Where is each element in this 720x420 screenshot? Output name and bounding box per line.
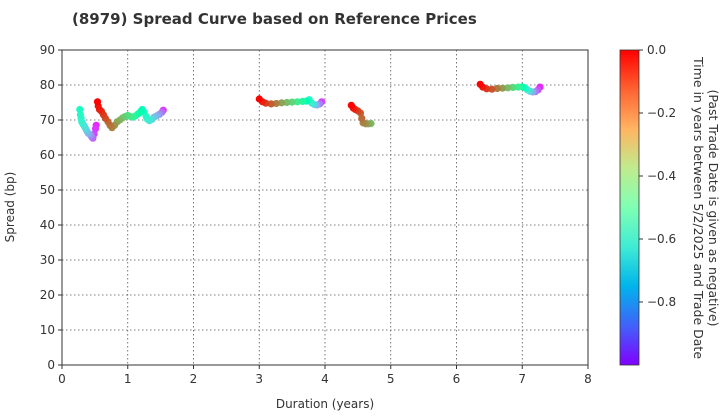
colorbar	[619, 49, 640, 366]
data-point	[347, 101, 355, 109]
colorbar-tick-label: −0.8	[647, 295, 676, 309]
colorbar-label-line2: (Past Trade Date is given as negative)	[706, 90, 720, 327]
colorbar-tick-label: 0.0	[647, 43, 666, 57]
x-tick-label: 6	[453, 372, 461, 386]
x-tick-label: 0	[58, 372, 66, 386]
y-tick-label: 60	[40, 148, 55, 162]
x-tick-label: 7	[518, 372, 526, 386]
colorbar-tick-label: −0.6	[647, 232, 676, 246]
y-tick-label: 40	[40, 218, 55, 232]
x-axis-label: Duration (years)	[276, 397, 374, 411]
scatter-points	[76, 80, 544, 142]
colorbar-ticks: 0.0 −0.2 −0.4 −0.6 −0.8	[639, 43, 676, 309]
x-tick-label: 2	[190, 372, 198, 386]
x-tick-label: 4	[321, 372, 329, 386]
data-point	[272, 99, 280, 108]
data-point	[76, 111, 84, 119]
x-tick-label: 8	[584, 372, 592, 386]
colorbar-tick-label: −0.4	[647, 169, 676, 183]
y-tick-label: 0	[47, 358, 55, 372]
data-point	[509, 83, 517, 91]
data-point	[76, 105, 84, 114]
y-tick-label: 50	[40, 183, 55, 197]
data-point	[283, 98, 291, 107]
data-point	[488, 85, 496, 93]
y-tick-label: 90	[40, 43, 55, 57]
y-tick-label: 30	[40, 253, 55, 267]
data-point	[476, 80, 484, 88]
data-point	[498, 84, 507, 92]
x-axis: 0 1 2 3 4 5 6 7 8	[58, 365, 592, 386]
data-point	[514, 83, 522, 91]
y-tick-label: 20	[40, 288, 55, 302]
data-point	[93, 98, 102, 106]
x-tick-label: 5	[387, 372, 395, 386]
data-point	[493, 84, 501, 93]
y-tick-label: 80	[40, 78, 55, 92]
data-point	[255, 95, 263, 103]
data-point	[504, 84, 512, 92]
data-point	[267, 100, 275, 108]
chart-title: (8979) Spread Curve based on Reference P…	[72, 10, 477, 28]
x-tick-label: 1	[124, 372, 132, 386]
y-tick-label: 70	[40, 113, 55, 127]
y-axis-label: Spread (bp)	[3, 172, 17, 243]
colorbar-tick-label: −0.2	[647, 106, 676, 120]
data-point	[278, 99, 286, 107]
y-tick-label: 10	[40, 323, 55, 337]
grid-lines	[62, 50, 588, 365]
data-point	[288, 98, 296, 106]
data-point	[293, 98, 301, 106]
colorbar-label-line1: Time in years between 5/2/2025 and Trade…	[691, 56, 706, 359]
x-tick-label: 3	[255, 372, 263, 386]
data-point	[299, 97, 307, 105]
y-axis: 0 10 20 30 40 50 60 70 80 90	[40, 43, 62, 372]
